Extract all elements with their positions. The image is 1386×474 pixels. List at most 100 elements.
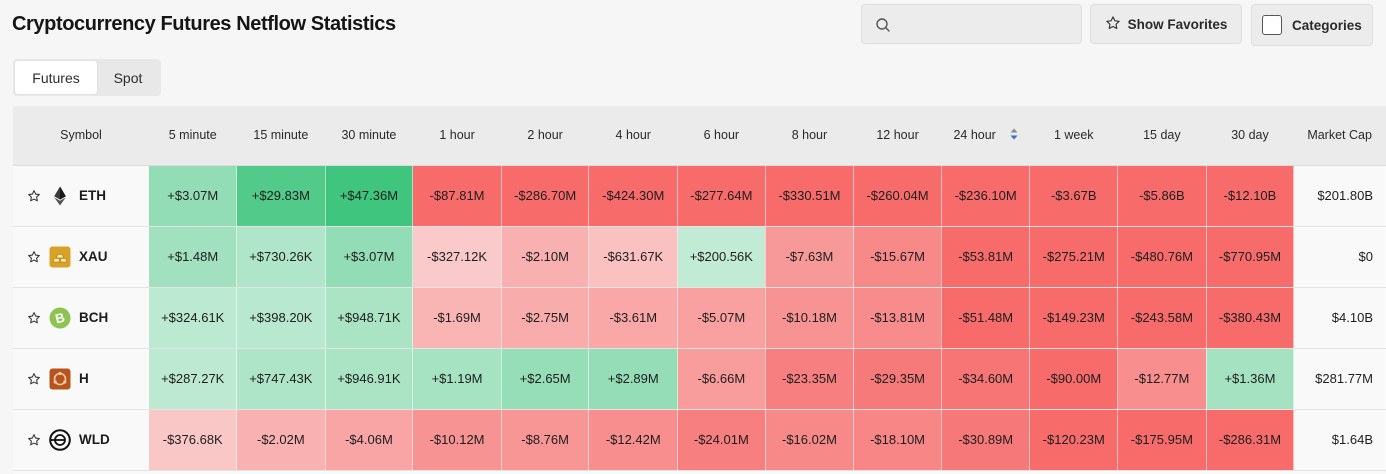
market-cap-cell: $0 (1293, 226, 1386, 288)
column-header-1-hour[interactable]: 1 hour (412, 106, 502, 166)
column-header-8-hour[interactable]: 8 hour (765, 106, 854, 166)
netflow-cell: -$10.12M (412, 409, 502, 471)
netflow-cell: +$747.43K (236, 348, 326, 410)
netflow-cell: -$424.30M (588, 165, 679, 227)
netflow-cell: +$3.07M (148, 165, 238, 227)
search-box[interactable] (861, 4, 1082, 44)
worldcoin-icon (49, 428, 71, 451)
ethereum-icon (49, 185, 71, 207)
symbol-label[interactable]: ETH (79, 188, 106, 203)
table-row[interactable]: XAU +$1.48M +$730.26K +$3.07M -$327.12K -$2.1… (13, 226, 1386, 288)
netflow-cell: +$47.36M (325, 165, 414, 227)
column-header-label: 4 hour (615, 128, 651, 143)
column-header-symbol[interactable]: Symbol (13, 106, 149, 166)
netflow-cell: -$51.48M (941, 287, 1031, 349)
netflow-cell: -$286.31M (1206, 409, 1295, 471)
netflow-cell: -$29.35M (853, 348, 942, 410)
column-header-label: 2 hour (527, 128, 563, 143)
netflow-cell: +$398.20K (236, 287, 326, 349)
symbol-label[interactable]: BCH (79, 310, 109, 325)
netflow-cell: +$1.36M (1206, 348, 1295, 410)
netflow-cell: -$2.10M (501, 226, 590, 288)
column-header-market-cap[interactable]: Market Cap (1293, 106, 1386, 166)
netflow-cell: -$2.02M (236, 409, 326, 471)
column-header-label: 8 hour (791, 128, 828, 143)
column-header-30-day[interactable]: 30 day (1206, 106, 1294, 166)
column-header-15-minute[interactable]: 15 minute (236, 106, 326, 166)
netflow-cell: -$327.12K (412, 226, 502, 288)
table-row[interactable]: B BCH +$324.61K +$398.20K +$948.71K -$1.69M -$… (13, 287, 1386, 349)
netflow-cell: -$23.35M (765, 348, 855, 410)
netflow-cell: -$2.75M (501, 287, 590, 349)
tab-spot[interactable]: Spot (113, 69, 143, 86)
market-cap-cell: $281.77M (1293, 348, 1386, 410)
page-title: Cryptocurrency Futures Netflow Statistic… (12, 13, 396, 35)
table-body: ETH +$3.07M +$29.83M +$47.36M -$87.81M -$286.… (13, 165, 1386, 471)
netflow-cell: +$2.89M (588, 348, 679, 410)
symbol-label[interactable]: H (79, 371, 89, 386)
favorite-star-icon[interactable] (27, 433, 41, 447)
symbol-cell: H (13, 348, 150, 410)
netflow-cell: -$34.60M (941, 348, 1031, 410)
gold-bars-icon (49, 246, 71, 268)
netflow-cell: -$3.67B (1029, 165, 1119, 227)
netflow-cell: -$87.81M (412, 165, 502, 227)
categories-button[interactable]: Categories (1251, 4, 1373, 46)
favorite-star-icon[interactable] (27, 189, 41, 203)
humanity-icon (49, 368, 71, 390)
column-header-24-hour[interactable]: 24 hour (941, 106, 1030, 166)
star-outline-icon (1105, 15, 1121, 34)
netflow-cell: -$175.95M (1117, 409, 1207, 471)
table-row[interactable]: H +$287.27K +$747.43K +$946.91K +$1.19M +$2.6… (13, 348, 1386, 410)
categories-checkbox[interactable] (1262, 15, 1282, 35)
column-header-label: 15 day (1143, 128, 1181, 143)
netflow-cell: -$4.06M (325, 409, 414, 471)
table-row[interactable]: ETH +$3.07M +$29.83M +$47.36M -$87.81M -$286.… (13, 165, 1386, 227)
categories-label: Categories (1292, 17, 1362, 33)
netflow-cell: +$3.07M (325, 226, 414, 288)
netflow-cell: -$16.02M (765, 409, 855, 471)
netflow-cell: -$275.21M (1029, 226, 1119, 288)
netflow-cell: -$12.42M (588, 409, 679, 471)
column-header-1-week[interactable]: 1 week (1029, 106, 1118, 166)
sort-descending-icon[interactable] (1010, 128, 1018, 143)
column-header-label: 6 hour (703, 128, 740, 143)
favorite-star-icon[interactable] (27, 372, 41, 386)
netflow-cell: +$29.83M (236, 165, 326, 227)
symbol-label[interactable]: WLD (79, 432, 110, 447)
column-header-label: Market Cap (1307, 128, 1372, 143)
table-row[interactable]: WLD -$376.68K -$2.02M -$4.06M -$10.12M -$8.76… (13, 409, 1386, 471)
column-header-label: 5 minute (168, 128, 217, 143)
column-header-6-hour[interactable]: 6 hour (677, 106, 766, 166)
netflow-cell: -$120.23M (1029, 409, 1119, 471)
netflow-cell: -$149.23M (1029, 287, 1119, 349)
netflow-table: Symbol 5 minute 15 minute 30 minute 1 ho… (13, 106, 1386, 471)
netflow-cell: -$15.67M (853, 226, 942, 288)
symbol-label[interactable]: XAU (79, 249, 108, 264)
netflow-cell: +$1.19M (412, 348, 502, 410)
show-favorites-button[interactable]: Show Favorites (1090, 4, 1242, 44)
column-header-30-minute[interactable]: 30 minute (325, 106, 413, 166)
netflow-cell: -$631.67K (588, 226, 679, 288)
favorite-star-icon[interactable] (27, 311, 41, 325)
column-header-4-hour[interactable]: 4 hour (588, 106, 678, 166)
column-header-12-hour[interactable]: 12 hour (853, 106, 942, 166)
show-favorites-label: Show Favorites (1127, 16, 1228, 32)
table-header-row: Symbol 5 minute 15 minute 30 minute 1 ho… (13, 106, 1386, 166)
column-header-2-hour[interactable]: 2 hour (501, 106, 589, 166)
netflow-cell: -$243.58M (1117, 287, 1207, 349)
netflow-cell: -$12.10B (1206, 165, 1295, 227)
tab-futures[interactable]: Futures (15, 61, 97, 94)
netflow-cell: -$480.76M (1117, 226, 1207, 288)
favorite-star-icon[interactable] (27, 250, 41, 264)
column-header-15-day[interactable]: 15 day (1117, 106, 1207, 166)
netflow-cell: -$277.64M (677, 165, 766, 227)
netflow-cell: +$287.27K (148, 348, 238, 410)
search-input[interactable] (898, 13, 1074, 35)
netflow-cell: +$200.56K (677, 226, 766, 288)
netflow-cell: -$260.04M (853, 165, 942, 227)
netflow-cell: +$730.26K (236, 226, 326, 288)
bitcoin-cash-icon: B (49, 307, 71, 329)
symbol-cell: XAU (13, 226, 150, 288)
column-header-5-minute[interactable]: 5 minute (148, 106, 237, 166)
